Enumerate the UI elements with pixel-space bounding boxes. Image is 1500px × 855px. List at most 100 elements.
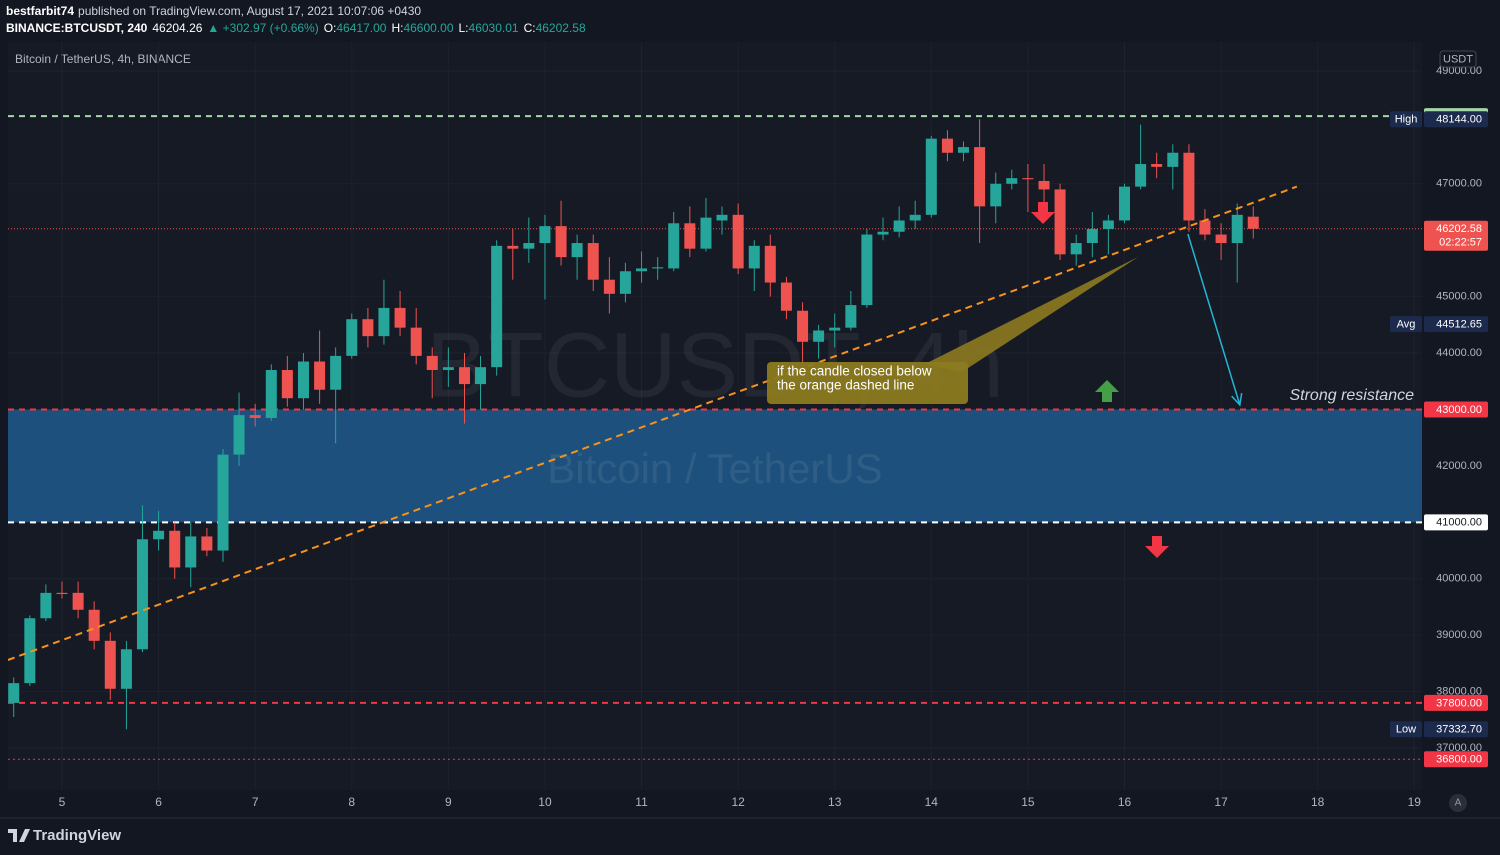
- candle-body: [507, 245, 519, 249]
- candle-body: [56, 592, 68, 594]
- ohlc-label: C:: [524, 21, 536, 35]
- marker-tag-bg: [1424, 316, 1488, 333]
- x-tick-label: 15: [1021, 795, 1035, 809]
- level-tag: 41000.00: [1436, 517, 1482, 529]
- x-tick-label: 13: [828, 795, 842, 809]
- price-change: ▲ +302.97 (+0.66%): [207, 21, 318, 35]
- candle-body: [748, 245, 760, 269]
- x-tick-label: 10: [538, 795, 552, 809]
- candle-body: [24, 618, 36, 684]
- candle-body: [72, 592, 84, 610]
- candle-body: [619, 271, 631, 294]
- candle-body: [1086, 228, 1098, 244]
- candle-body: [780, 282, 792, 311]
- x-tick-label: 12: [731, 795, 745, 809]
- candle-body: [378, 307, 390, 337]
- ohlc-value: 46202.58: [536, 21, 586, 35]
- candle-body: [668, 223, 680, 269]
- candle-body: [458, 367, 470, 385]
- candle-body: [845, 305, 857, 328]
- candle-body: [652, 267, 664, 269]
- candle-body: [185, 536, 197, 568]
- candle-body: [1038, 180, 1050, 190]
- candle-body: [297, 361, 309, 399]
- x-tick-label: 6: [155, 795, 162, 809]
- candle-body: [636, 268, 648, 272]
- x-tick-label: 17: [1214, 795, 1228, 809]
- arrow-head: [1231, 392, 1243, 407]
- x-tick-label: 9: [445, 795, 452, 809]
- candle-body: [1247, 216, 1259, 229]
- candle-body: [314, 361, 326, 390]
- candle-body: [201, 536, 213, 551]
- candle-body: [1231, 214, 1243, 244]
- ohlc-label: O:: [324, 21, 337, 35]
- candle-body: [764, 245, 776, 283]
- level-tag: 43000.00: [1436, 404, 1482, 416]
- candle-body: [40, 592, 52, 619]
- countdown: 02:22:57: [1439, 237, 1482, 249]
- candle-body: [8, 683, 20, 703]
- level-tag-bg: [1424, 751, 1488, 768]
- callout-text: the orange dashed line: [777, 378, 914, 393]
- y-tick-label: 44000.00: [1436, 347, 1482, 359]
- ohlc-value: 46600.00: [403, 21, 453, 35]
- candle-body: [1054, 189, 1066, 255]
- candle-body: [974, 147, 986, 207]
- y-tick-label: 45000.00: [1436, 291, 1482, 303]
- header: bestfarbit74 published on TradingView.com…: [6, 4, 586, 35]
- candle-body: [1199, 220, 1211, 235]
- candle-body: [1167, 152, 1179, 167]
- candle-body: [88, 609, 100, 641]
- scale-button[interactable]: [1449, 794, 1467, 812]
- candle-body: [941, 138, 953, 153]
- candle-body: [893, 220, 905, 232]
- marker-name-bg: [1390, 316, 1422, 333]
- arrow-line: [1187, 233, 1241, 406]
- candle-body: [990, 183, 1002, 207]
- ohlc-label: H:: [391, 21, 403, 35]
- marker-name: Avg: [1397, 319, 1416, 331]
- last-price: 46204.26: [152, 21, 202, 35]
- scale-button-label[interactable]: A: [1455, 798, 1462, 809]
- current-price-tag-bg: [1424, 220, 1488, 251]
- symbol-line: BINANCE:BTCUSDT, 240 46204.26 ▲ +302.97 (+…: [6, 21, 586, 35]
- candle-body: [571, 243, 583, 258]
- candle-body: [700, 217, 712, 249]
- author: bestfarbit74: [6, 4, 74, 18]
- candle-body: [169, 530, 181, 568]
- candle-body: [346, 319, 358, 356]
- down-arrow-icon: [1145, 536, 1169, 558]
- level-tag-bg: [1424, 694, 1488, 711]
- candle-body: [829, 327, 841, 331]
- up-arrow-icon: [1095, 380, 1119, 402]
- candle-body: [732, 214, 744, 269]
- candle-body: [925, 138, 937, 215]
- logo: TradingView: [33, 827, 121, 844]
- candle-body: [330, 355, 342, 390]
- candle-body: [1151, 164, 1163, 167]
- candle-body: [1070, 243, 1082, 255]
- x-tick-label: 8: [348, 795, 355, 809]
- candle-body: [684, 223, 696, 249]
- y-tick-label: 39000.00: [1436, 629, 1482, 641]
- candle-body: [603, 279, 615, 294]
- currency-badge: [1439, 50, 1477, 68]
- candle-body: [555, 226, 567, 258]
- y-tick-label: 47000.00: [1436, 178, 1482, 190]
- candle-body: [410, 327, 422, 356]
- candle-body: [957, 147, 969, 153]
- callout-text: if the candle closed below: [777, 364, 932, 379]
- symbol: BINANCE:BTCUSDT, 240: [6, 21, 148, 35]
- ohlc-value: 46417.00: [336, 21, 386, 35]
- candle-body: [587, 243, 599, 280]
- marker-tag-bg: [1424, 111, 1488, 128]
- marker-name: Low: [1396, 724, 1416, 736]
- x-tick-label: 18: [1311, 795, 1325, 809]
- marker-name-bg: [1390, 721, 1422, 738]
- x-tick-label: 14: [925, 795, 939, 809]
- candle-body: [153, 530, 165, 540]
- publish-line: bestfarbit74 published on TradingView.com…: [6, 4, 421, 18]
